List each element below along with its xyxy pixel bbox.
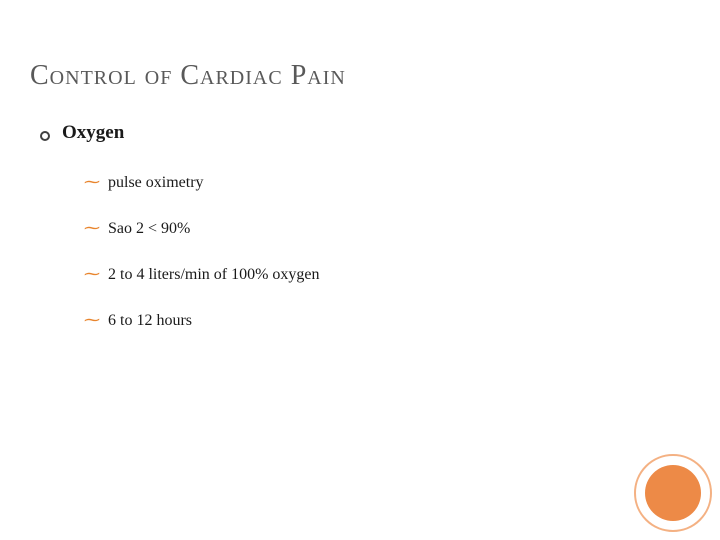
circle-fill-icon <box>645 465 701 521</box>
level2-text: pulse oximetry <box>108 174 204 192</box>
wave-bullet-icon: ⁓ <box>84 172 100 192</box>
bullet-level2: ⁓ pulse oximetry <box>30 172 690 192</box>
level2-text: 6 to 12 hours <box>108 312 192 330</box>
wave-bullet-icon: ⁓ <box>84 264 100 284</box>
level1-text: Oxygen <box>62 122 124 144</box>
level2-text: Sao 2 < 90% <box>108 220 190 238</box>
bullet-level2: ⁓ 2 to 4 liters/min of 100% oxygen <box>30 264 690 284</box>
wave-bullet-icon: ⁓ <box>84 218 100 238</box>
slide-title: Control of Cardiac Pain <box>30 60 690 92</box>
slide: Control of Cardiac Pain Oxygen ⁓ pulse o… <box>0 0 720 540</box>
circle-bullet-icon <box>40 131 50 141</box>
level2-text: 2 to 4 liters/min of 100% oxygen <box>108 266 320 284</box>
bullet-level2: ⁓ Sao 2 < 90% <box>30 218 690 238</box>
decorative-corner-circle <box>634 454 712 532</box>
wave-bullet-icon: ⁓ <box>84 310 100 330</box>
bullet-level2: ⁓ 6 to 12 hours <box>30 310 690 330</box>
bullet-level1: Oxygen <box>30 122 690 144</box>
